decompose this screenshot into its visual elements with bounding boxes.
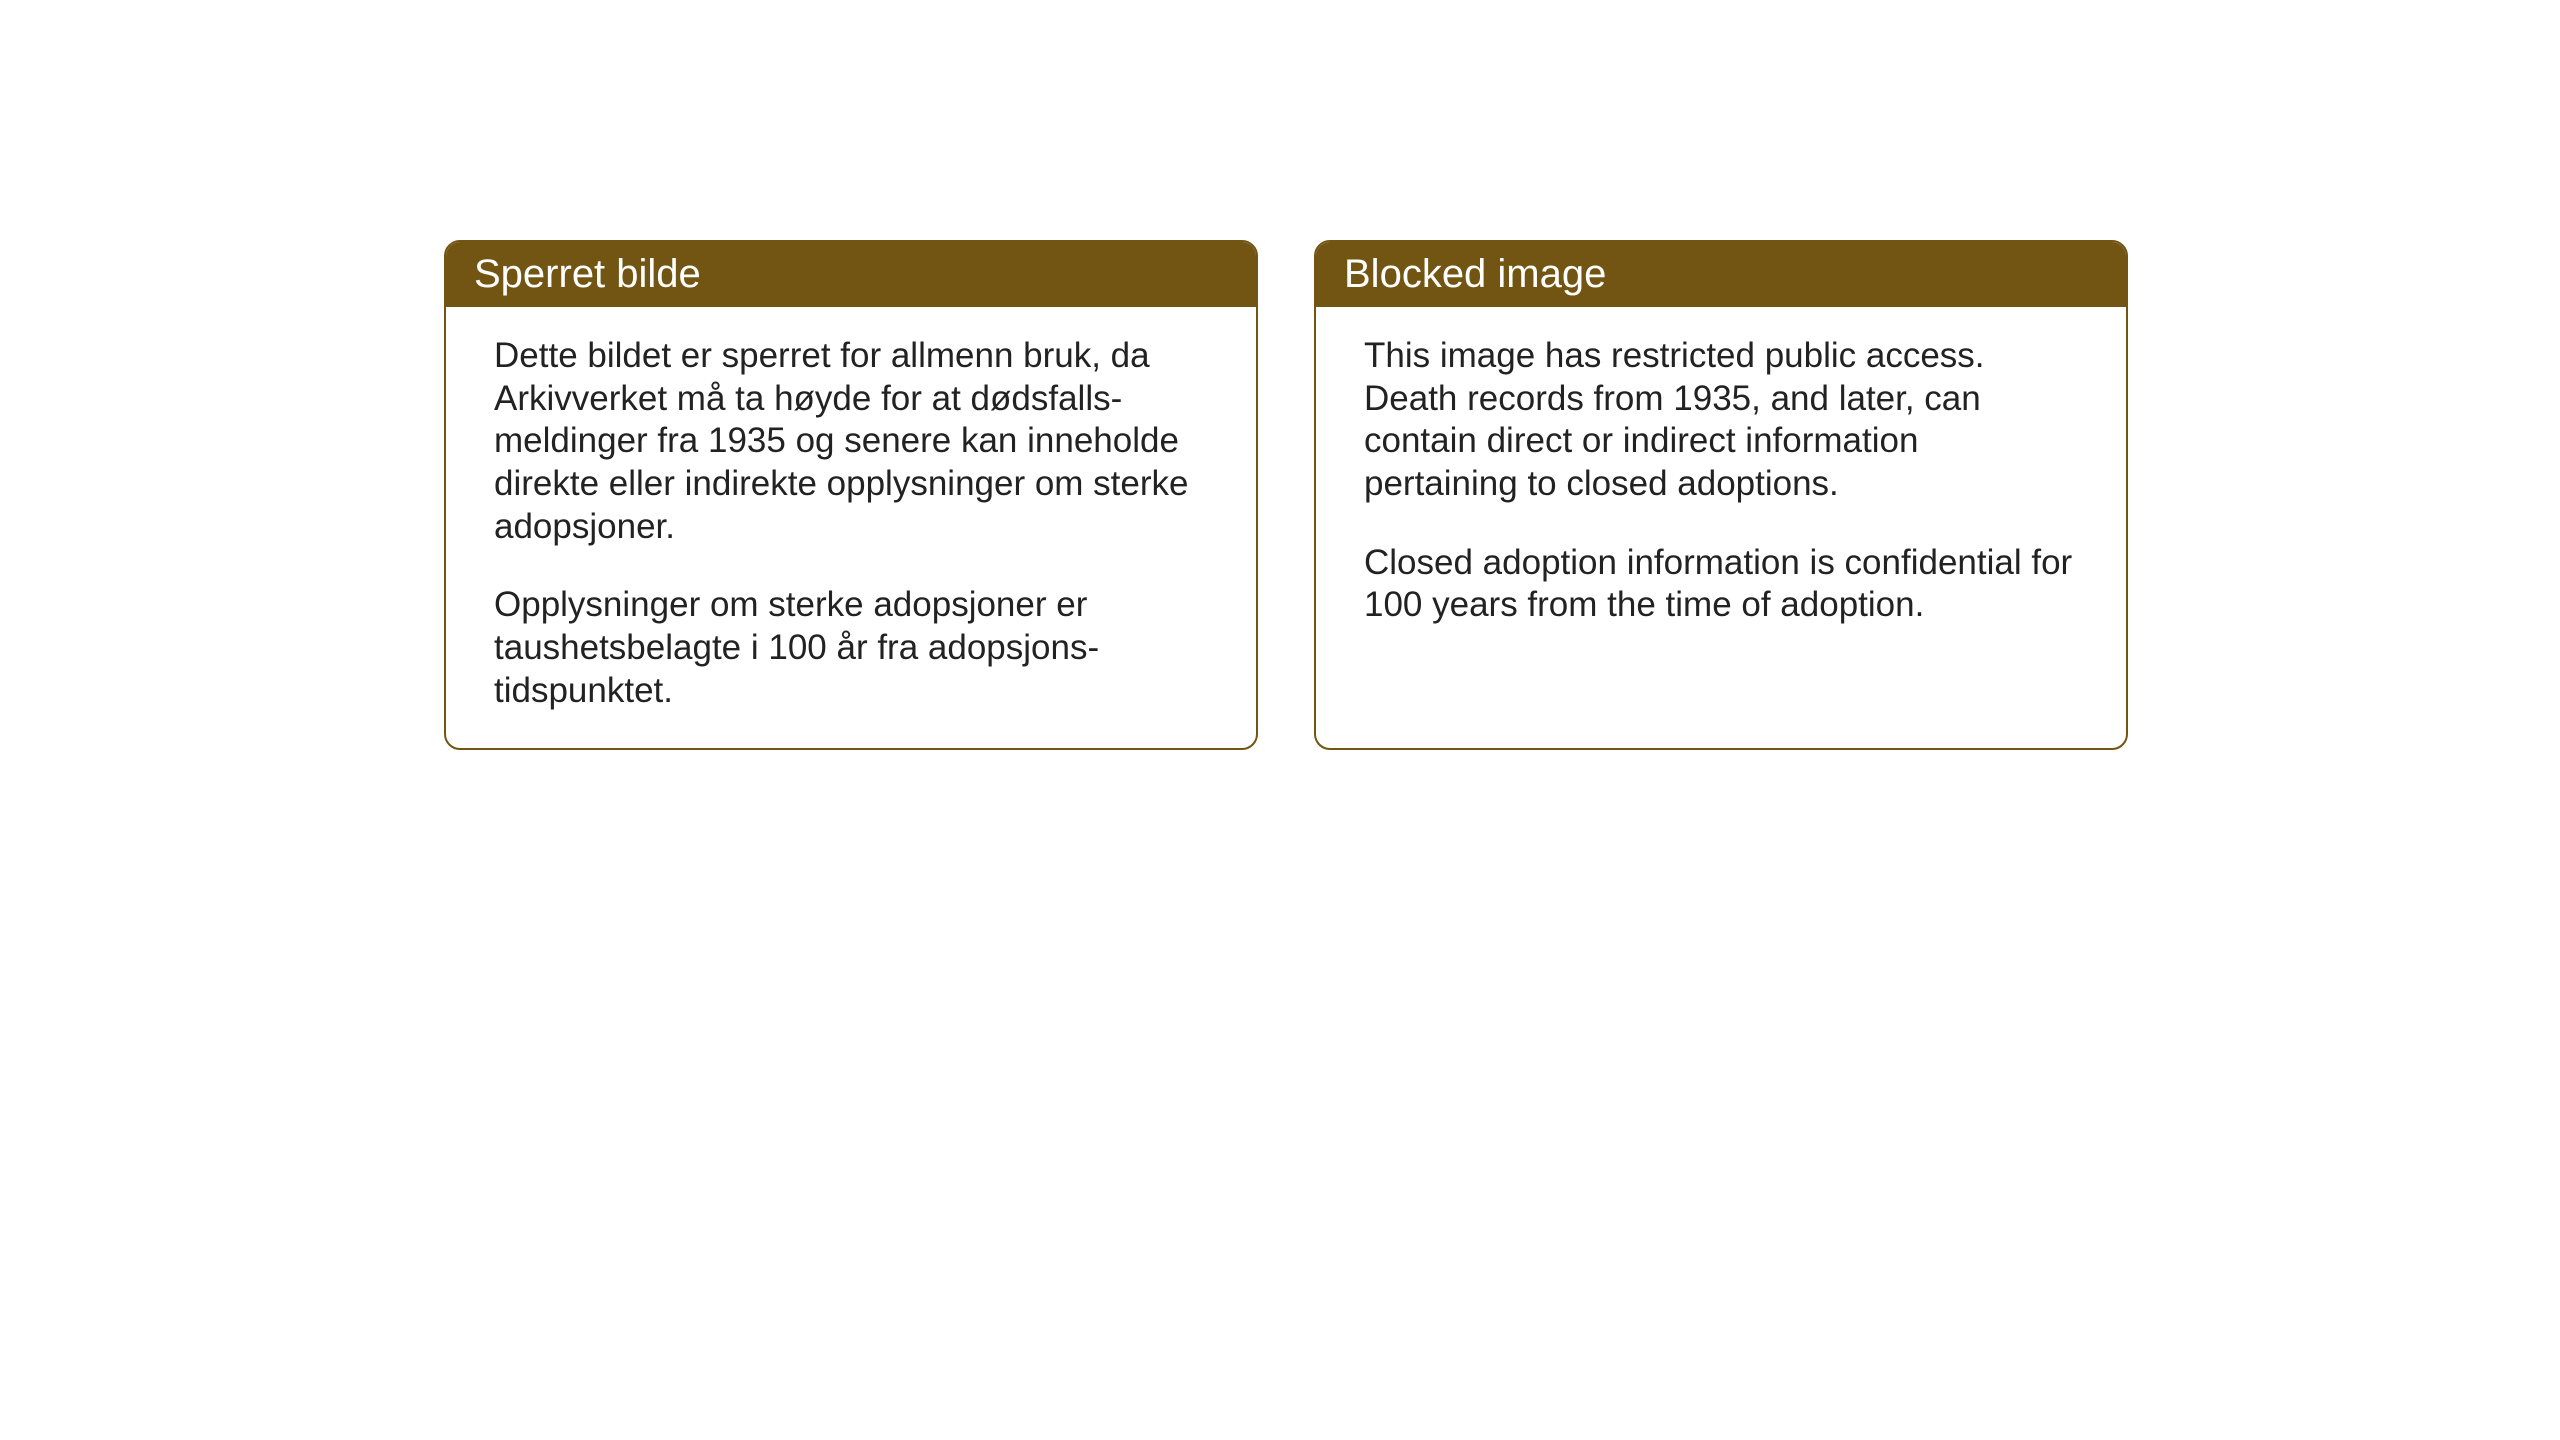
norwegian-paragraph-2: Opplysninger om sterke adopsjoner er tau… bbox=[494, 584, 1208, 712]
norwegian-card-header: Sperret bilde bbox=[446, 242, 1256, 307]
english-card: Blocked image This image has restricted … bbox=[1314, 240, 2128, 750]
cards-container: Sperret bilde Dette bildet er sperret fo… bbox=[444, 240, 2128, 750]
english-paragraph-2: Closed adoption information is confident… bbox=[1364, 542, 2078, 627]
english-card-header: Blocked image bbox=[1316, 242, 2126, 307]
norwegian-card-body: Dette bildet er sperret for allmenn bruk… bbox=[446, 307, 1256, 741]
norwegian-paragraph-1: Dette bildet er sperret for allmenn bruk… bbox=[494, 335, 1208, 548]
english-card-title: Blocked image bbox=[1344, 252, 1606, 296]
english-paragraph-1: This image has restricted public access.… bbox=[1364, 335, 2078, 506]
norwegian-card-title: Sperret bilde bbox=[474, 252, 701, 296]
english-card-body: This image has restricted public access.… bbox=[1316, 307, 2126, 655]
norwegian-card: Sperret bilde Dette bildet er sperret fo… bbox=[444, 240, 1258, 750]
